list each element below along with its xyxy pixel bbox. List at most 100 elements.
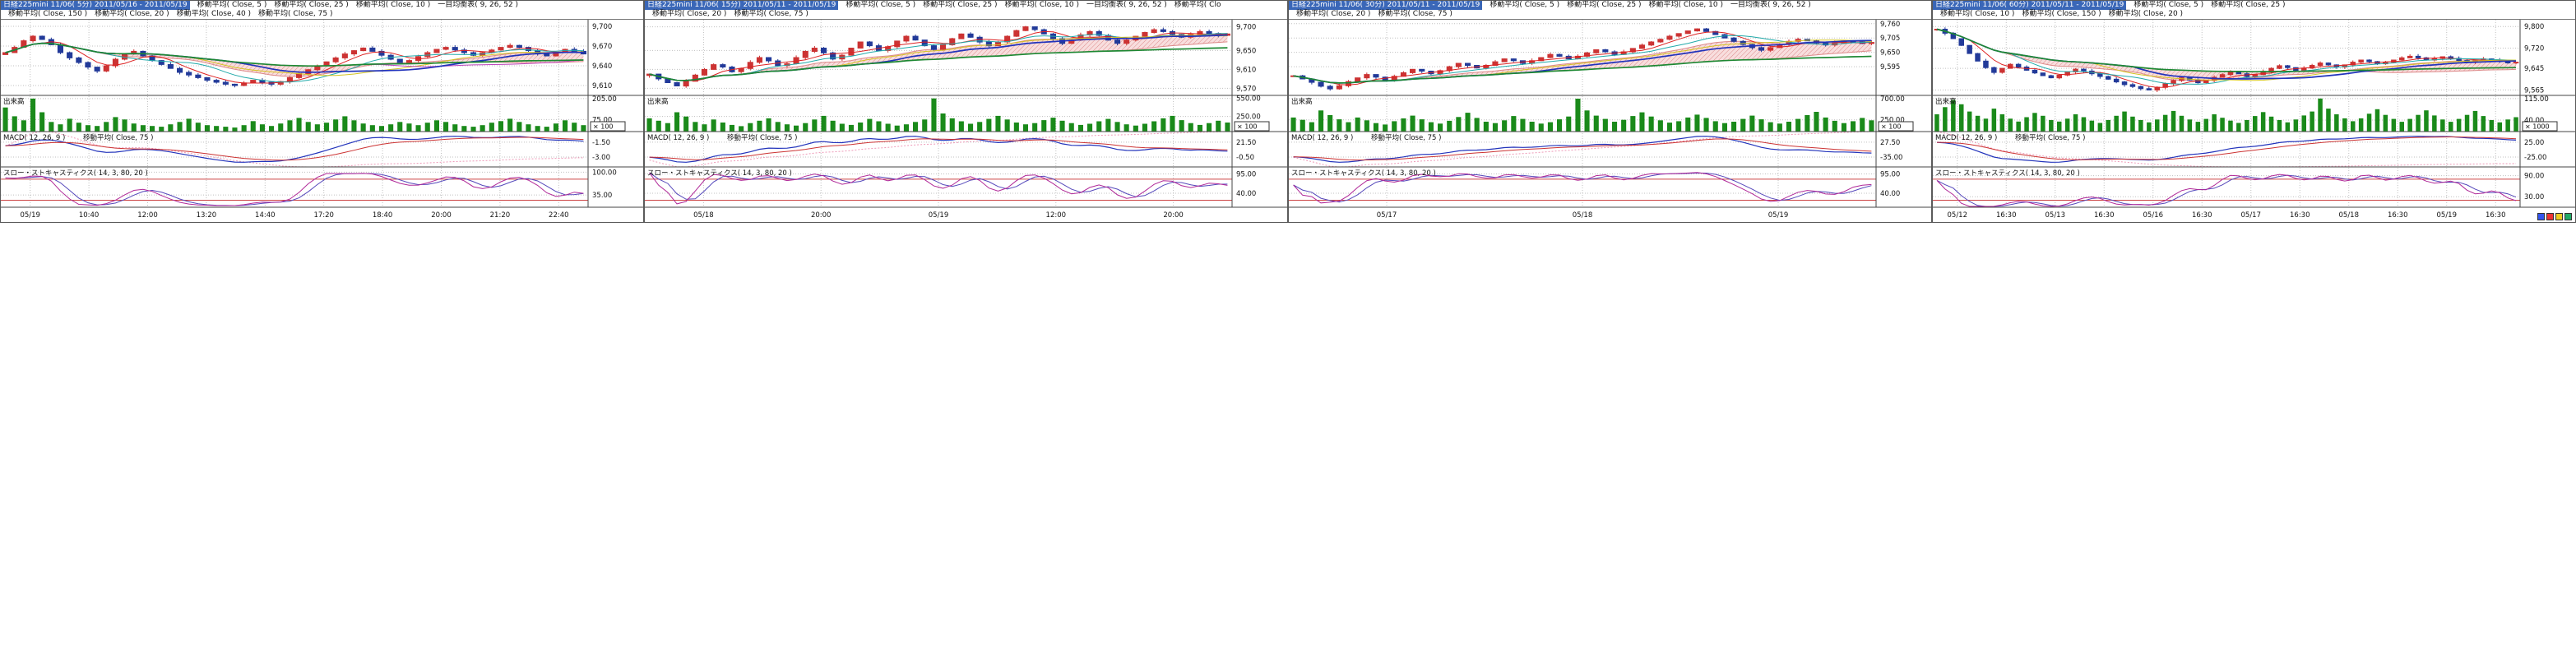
volume-bar	[784, 124, 790, 132]
volume-bar	[1151, 121, 1157, 132]
panel-title[interactable]: 日経225mini 11/06( 15分) 2011/05/11 - 2011/…	[645, 1, 839, 10]
volume-bar	[1538, 123, 1544, 132]
volume-bar	[766, 118, 771, 132]
volume-bar	[2318, 98, 2323, 132]
candle-up	[802, 51, 808, 58]
panel-header: 日経225mini 11/06( 15分) 2011/05/11 - 2011/…	[645, 1, 1287, 20]
footer-button-2[interactable]	[2546, 213, 2554, 220]
volume-bar	[168, 124, 174, 132]
volume-bar	[1630, 116, 1636, 132]
candle-up	[405, 60, 412, 63]
candle-up	[277, 81, 284, 85]
chart-area[interactable]: 9,760 9,705 9,650 9,595 700.00 250.00 27.50 -35…	[1289, 20, 1931, 222]
volume-bar	[452, 124, 458, 132]
legend-item: 移動平均( Close, 20 )	[1296, 10, 1371, 18]
x-axis-label: 16:30	[2094, 211, 2115, 220]
volume-bar	[1983, 118, 1989, 132]
panel-title[interactable]: 日経225mini 11/06( 5分) 2011/05/16 - 2011/0…	[1, 1, 190, 10]
volume-bar	[2481, 116, 2486, 132]
candle-down	[2121, 81, 2128, 86]
candle-up	[1638, 44, 1645, 49]
price-axis-label: 9,670	[592, 43, 612, 51]
x-axis-label: 05/13	[2046, 211, 2066, 220]
panel-title[interactable]: 日経225mini 11/06( 30分) 2011/05/11 - 2011/…	[1289, 1, 1483, 10]
candle-up	[701, 68, 708, 76]
legend-item: 移動平均( Close, 75 )	[1378, 10, 1452, 18]
volume-bar	[1392, 121, 1397, 132]
stoch-axis-label: 95.00	[1236, 171, 1256, 179]
footer-button-4[interactable]	[2564, 213, 2572, 220]
candle-up	[1547, 53, 1554, 58]
stoch-label: スロー・ストキャスティクス( 14, 3, 80, 20 )	[1291, 169, 1436, 178]
volume-bar	[2358, 118, 2364, 132]
candle-down	[2097, 73, 2103, 77]
chart-area[interactable]: 9,700 9,670 9,640 9,610 205.00 75.00 -1.50 -3.0…	[1, 20, 643, 222]
chart-area[interactable]: 9,700 9,650 9,610 9,570 550.00 250.00 21.50 -0.…	[645, 20, 1287, 222]
volume-bar	[2497, 122, 2502, 132]
macd-pane	[5, 131, 584, 168]
candle-up	[30, 35, 36, 42]
volume-bar	[2097, 123, 2103, 132]
candle-down	[461, 49, 467, 53]
volume-bar	[2041, 115, 2046, 132]
legend-item: 移動平均( Close, 5 )	[197, 1, 267, 9]
price-axis-label: 9,720	[2524, 45, 2544, 53]
volume-bar	[159, 127, 164, 132]
volume-bar	[903, 124, 909, 132]
candle-up	[2358, 59, 2364, 63]
panel-title[interactable]: 日経225mini 11/06( 60分) 2011/05/11 - 2011/…	[1933, 1, 2127, 10]
macd-label: MACD( 12, 26, 9 )	[1291, 134, 1353, 142]
ma-150-line	[1293, 55, 1872, 84]
candle-up	[2513, 62, 2519, 64]
footer-button-3[interactable]	[2555, 213, 2563, 220]
x-axis-label: 05/19	[2437, 211, 2458, 220]
candle-down	[720, 64, 726, 67]
candle-up	[894, 40, 901, 48]
volume-bars	[1290, 99, 1874, 132]
cloud-area	[5, 43, 584, 76]
legend-item: 移動平均( Close, 5 )	[1490, 1, 1560, 9]
candle-down	[39, 35, 45, 40]
volume-bar	[21, 120, 26, 132]
candle-down	[213, 80, 220, 83]
moving-averages	[5, 41, 584, 84]
volume-bar	[2114, 115, 2119, 132]
pane-labels: 出来高 MACD( 12, 26, 9 ) 移動平均( Close, 75 ) スロー…	[1291, 97, 1441, 178]
volume-axis-label: 250.00	[1880, 117, 1905, 125]
volume-bar	[204, 125, 210, 132]
x-axis-label: 05/19	[20, 211, 40, 220]
volume-bar	[922, 119, 928, 132]
legend-item: 移動平均( Close, 150 )	[2022, 10, 2101, 18]
volume-bar	[1566, 116, 1572, 132]
moving-averages	[649, 30, 1228, 81]
volume-axis-label: 205.00	[592, 95, 617, 104]
candle-up	[1538, 57, 1545, 62]
volume-bar	[748, 123, 753, 132]
volume-unit-box	[590, 121, 626, 132]
candle-up	[498, 47, 504, 51]
legend-item: 移動平均( Close, 10 )	[1004, 1, 1079, 9]
candle-down	[177, 67, 183, 73]
volume-unit-label: × 100	[1237, 123, 1258, 131]
stoch-axis-label: 30.00	[2524, 193, 2544, 201]
macd-signal-line	[649, 138, 1228, 160]
volume-bar	[1290, 117, 1296, 132]
footer-button-1[interactable]	[2537, 213, 2545, 220]
candle-down	[1758, 47, 1765, 51]
volume-bar	[2057, 121, 2062, 132]
volume-bar	[2130, 116, 2135, 132]
candle-down	[1730, 37, 1737, 42]
volume-bar	[1575, 99, 1581, 132]
volume-bar	[131, 123, 137, 132]
volume-bar	[803, 123, 808, 132]
stochastics-pane	[1289, 172, 1876, 204]
volume-bar	[2374, 109, 2380, 132]
candle-down	[830, 52, 836, 60]
panel-header: 日経225mini 11/06( 30分) 2011/05/11 - 2011/…	[1289, 1, 1931, 20]
volume-axis-label: 700.00	[1880, 95, 1905, 104]
stoch-k-line	[5, 173, 584, 206]
volume-bar	[480, 125, 485, 132]
candle-up	[2407, 55, 2413, 58]
